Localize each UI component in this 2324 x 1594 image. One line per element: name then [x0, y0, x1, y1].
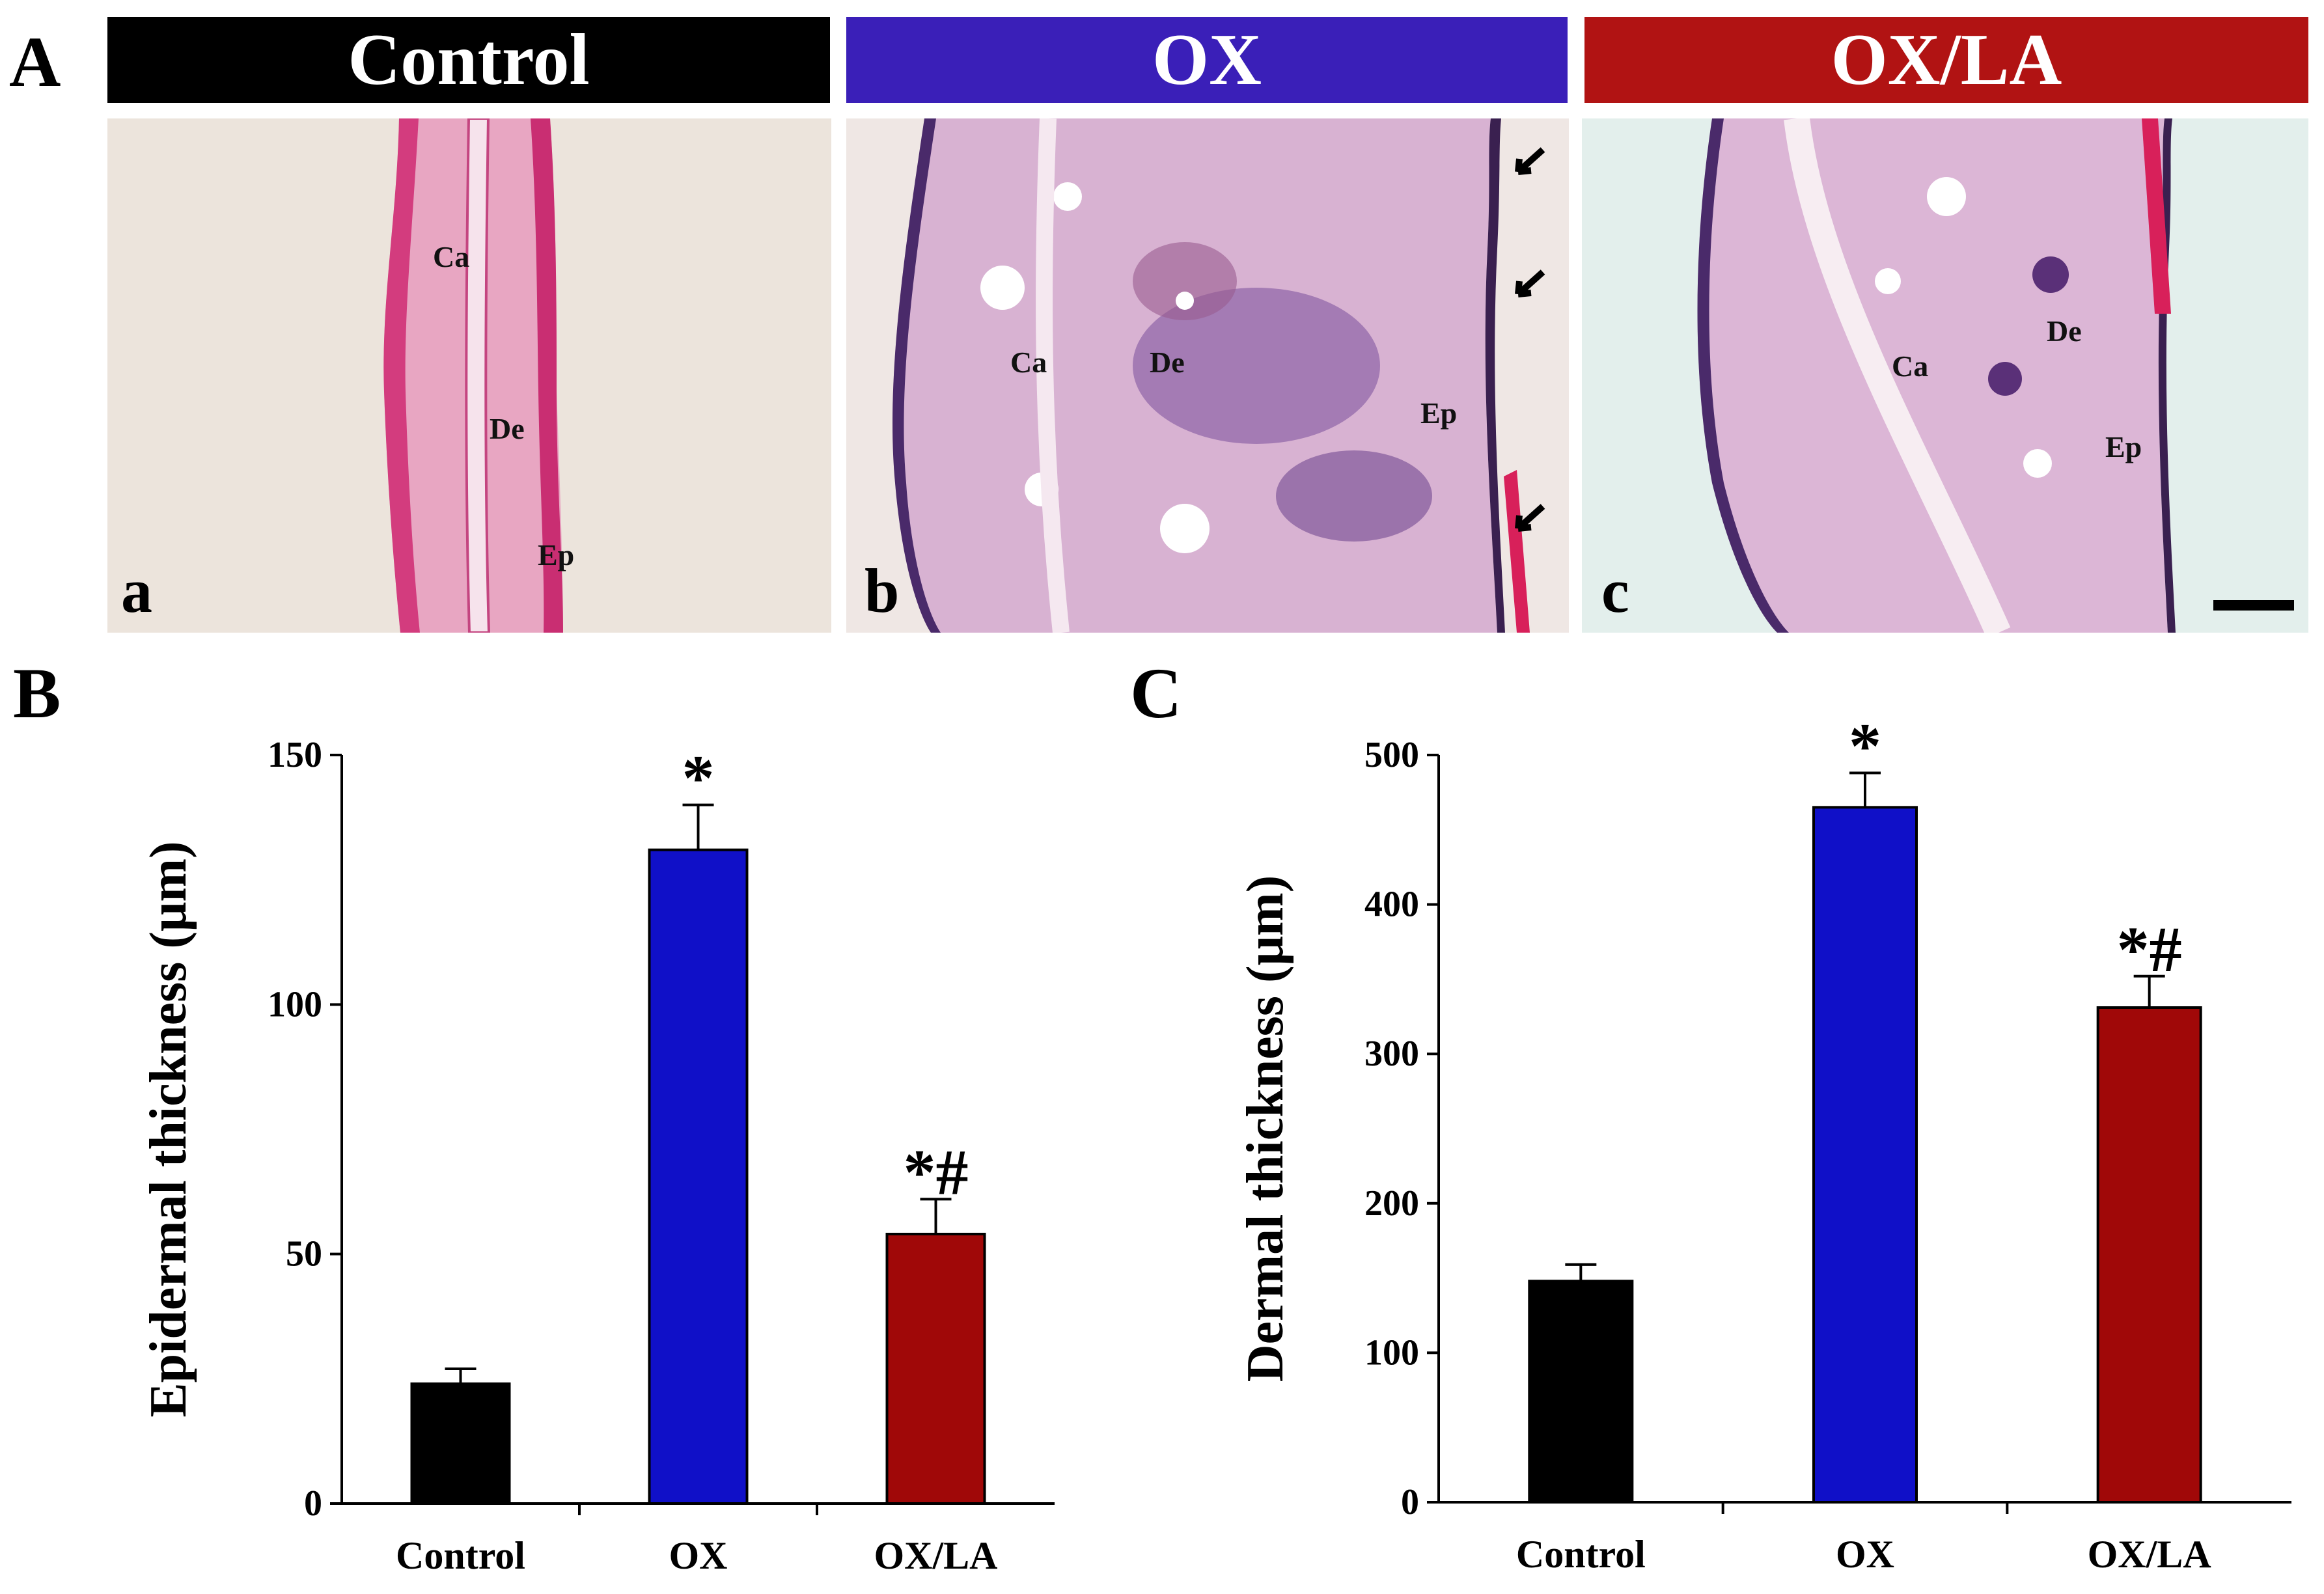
tissue-label-ca: Ca [433, 240, 470, 273]
arrow-icon [1515, 147, 1545, 175]
bar-ox-la [2096, 1006, 2202, 1504]
significance-annotation: * [682, 742, 715, 814]
tissue-label-de: De [2047, 314, 2082, 348]
x-tick-label: OX [669, 1534, 728, 1577]
x-tick-label: Control [1516, 1533, 1646, 1576]
arrow-icon [1515, 504, 1545, 532]
bar-ox-la [885, 1233, 986, 1505]
y-tick-label: 150 [268, 735, 322, 775]
sublabel-a: a [121, 556, 152, 625]
y-tick-label: 0 [304, 1483, 322, 1524]
arrow-icon [1515, 269, 1545, 297]
significance-annotation: *# [2117, 913, 2182, 985]
panel-a-letter: A [9, 22, 61, 102]
scale-bar [2213, 600, 2294, 611]
y-tick-label: 400 [1364, 885, 1419, 925]
x-tick-label: Control [396, 1534, 525, 1577]
group-header-ox: OX [846, 17, 1568, 103]
y-axis-label: Dermal thickness (μm) [1237, 875, 1294, 1382]
significance-annotation: *# [904, 1136, 969, 1208]
y-tick-label: 100 [1364, 1332, 1419, 1373]
y-tick-label: 200 [1364, 1183, 1419, 1224]
bar-control [1528, 1280, 1634, 1504]
tissue-label-ca: Ca [1010, 346, 1047, 379]
bar-control [410, 1382, 511, 1505]
micrograph-ox [846, 118, 1569, 633]
arrow-icons [1515, 147, 1545, 532]
group-header-ox-la: OX/LA [1584, 17, 2308, 103]
x-tick-label: OX/LA [2088, 1533, 2211, 1576]
x-tick-label: OX/LA [874, 1534, 997, 1577]
tissue-label-de: De [1150, 346, 1185, 379]
y-tick-label: 500 [1364, 735, 1419, 775]
tissue-label-ep: Ep [2105, 430, 2142, 463]
y-tick-label: 50 [286, 1234, 322, 1274]
micrograph-ox-la [1582, 118, 2308, 633]
sublabel-c: c [1601, 556, 1629, 625]
micrograph-control [107, 118, 831, 633]
y-axis-label: Epidermal thickness (μm) [140, 841, 197, 1417]
bar-ox [648, 848, 749, 1505]
tissue-label-ep: Ep [1420, 396, 1458, 430]
sublabel-b: b [865, 556, 900, 625]
group-header-control: Control [107, 17, 830, 103]
bar-ox [1812, 806, 1918, 1504]
tissue-label-ep: Ep [538, 538, 575, 571]
panel-c-letter: C [1130, 653, 1182, 733]
y-tick-label: 100 [268, 984, 322, 1024]
y-tick-label: 300 [1364, 1034, 1419, 1074]
tissue-label-ca: Ca [1892, 350, 1929, 383]
chart-epidermal-thickness: 0 50 100 150 Control OX * OX/LA *# Epidermal thic… [0, 651, 1107, 1591]
x-tick-label: OX [1836, 1533, 1894, 1576]
significance-annotation: * [1849, 710, 1881, 782]
tissue-label-de: De [490, 412, 525, 445]
y-tick-label: 0 [1401, 1482, 1419, 1522]
panel-b-letter: B [13, 653, 61, 733]
chart-dermal-thickness: 0 100 200 300 400 500 Control OX * OX/LA *# Dermal … [1120, 651, 2324, 1591]
